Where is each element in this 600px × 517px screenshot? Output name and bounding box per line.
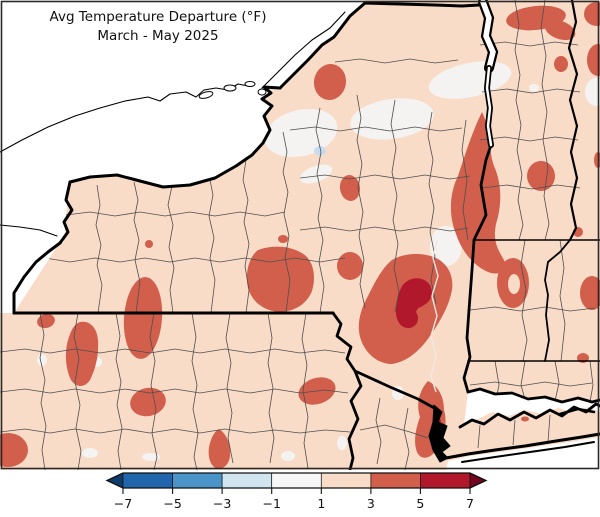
tick-label: −7	[114, 496, 132, 511]
anomaly-ring-hole	[508, 274, 520, 294]
tick-label: 7	[466, 496, 474, 511]
long-island-sound	[464, 389, 600, 425]
tick-label: −1	[262, 496, 280, 511]
colorbar-tick-labels: −7 −5 −3 −1 1 3 5 7	[114, 496, 474, 511]
colorbar-under-arrow	[106, 472, 124, 489]
tick-label: 5	[416, 496, 424, 511]
map-svg	[0, 0, 600, 470]
title-line-2: March - May 2025	[97, 27, 219, 44]
map-title: Avg Temperature Departure (°F) March - M…	[8, 8, 308, 46]
lake-shorelines	[0, 11, 346, 315]
colorbar-ticks	[122, 488, 471, 494]
county-lines	[0, 0, 596, 470]
tick-label: 3	[367, 496, 375, 511]
colorbar-svg: −7 −5 −3 −1 1 3 5 7	[105, 472, 488, 511]
title-line-1: Avg Temperature Departure (°F)	[49, 9, 267, 25]
colorbar-segments	[106, 472, 487, 489]
lake-champlain	[478, 0, 499, 148]
colorbar: −7 −5 −3 −1 1 3 5 7	[0, 470, 600, 517]
cool-anomaly-spot	[314, 146, 326, 156]
tick-label: −5	[163, 496, 181, 511]
colorbar-over-arrow	[469, 472, 487, 489]
map-frame	[0, 0, 600, 470]
nyc-long-island-coast	[428, 387, 600, 463]
tick-label: 1	[317, 496, 325, 511]
hudson-river	[430, 239, 439, 393]
state-borders	[12, 0, 600, 470]
map-canvas	[0, 0, 600, 470]
tick-label: −3	[213, 496, 231, 511]
